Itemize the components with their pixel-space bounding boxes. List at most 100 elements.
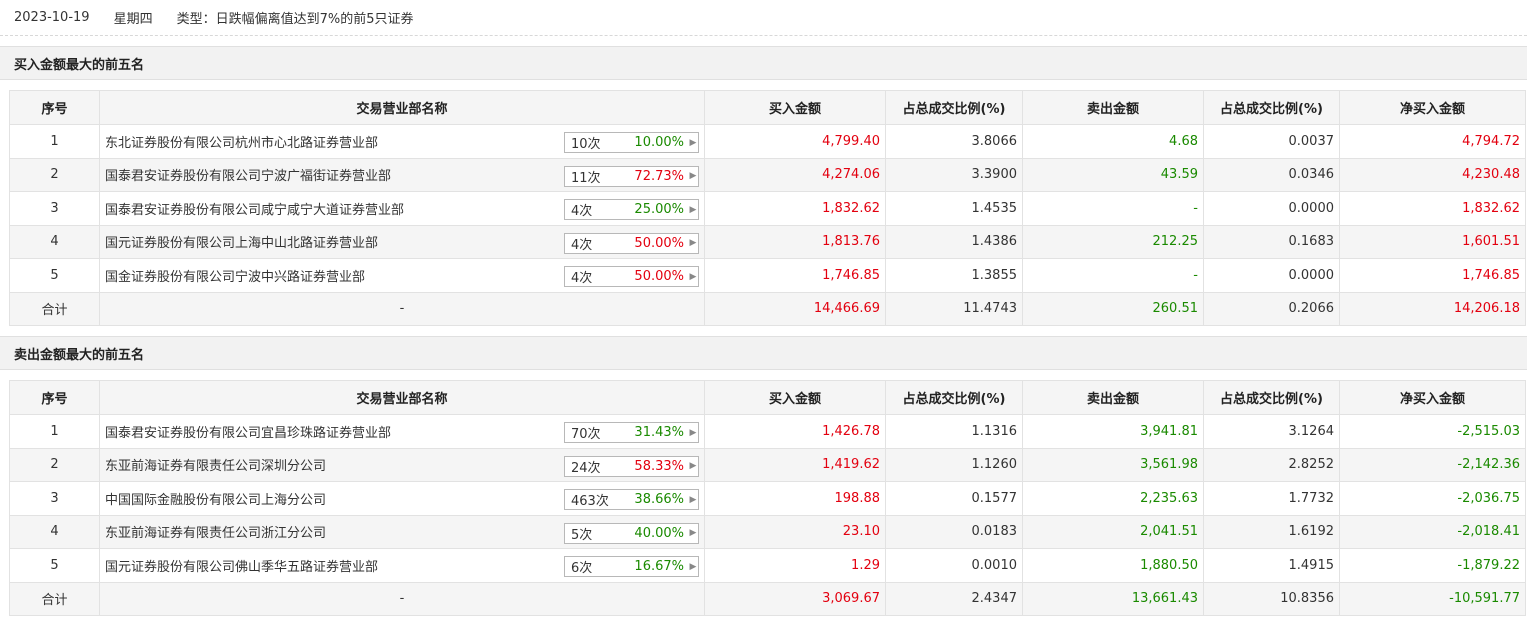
broker-name[interactable]: 国泰君安证券股份有限公司宁波广福街证券营业部 bbox=[105, 169, 392, 185]
header-bar: 2023-10-19 星期四 类型：日跌幅偏离值达到7%的前5只证券 bbox=[0, 0, 1527, 36]
buy-amount: 1.29 bbox=[704, 548, 886, 583]
win-rate: 25.00% bbox=[634, 202, 684, 217]
buy-ratio: 1.1260 bbox=[885, 447, 1023, 482]
total-buy: 14,466.69 bbox=[704, 291, 886, 326]
broker-stats-tag[interactable]: 6次 16.67% ▶ bbox=[564, 556, 699, 577]
buy-amount: 1,419.62 bbox=[704, 447, 886, 482]
broker-name[interactable]: 东北证券股份有限公司杭州市心北路证券营业部 bbox=[105, 135, 379, 151]
total-sell-ratio: 0.2066 bbox=[1203, 291, 1340, 326]
buy-ratio: 1.3855 bbox=[885, 258, 1023, 293]
net-buy-amount: -2,036.75 bbox=[1339, 481, 1526, 516]
broker-name[interactable]: 东亚前海证券有限责任公司深圳分公司 bbox=[105, 459, 327, 475]
column-header: 净买入金额 bbox=[1339, 90, 1526, 125]
sell-ratio: 1.6192 bbox=[1203, 514, 1340, 549]
column-header: 交易营业部名称 bbox=[99, 380, 705, 415]
table-row: 2 国泰君安证券股份有限公司宁波广福街证券营业部 11次 72.73% ▶ 4,274.0… bbox=[9, 157, 1526, 192]
broker-name-cell: 国泰君安证券股份有限公司咸宁咸宁大道证券营业部 4次 25.00% ▶ bbox=[99, 191, 705, 226]
broker-name[interactable]: 国金证券股份有限公司宁波中兴路证券营业部 bbox=[105, 269, 366, 285]
table-row: 1 东北证券股份有限公司杭州市心北路证券营业部 10次 10.00% ▶ 4,799.40… bbox=[9, 124, 1526, 159]
trade-count: 4次 bbox=[571, 271, 593, 286]
broker-name[interactable]: 中国国际金融股份有限公司上海分公司 bbox=[105, 492, 327, 508]
buy-table-wrap: 序号 交易营业部名称 买入金额 占总成交比例(%) 卖出金额 占总成交比例(%) 净买入金额… bbox=[0, 80, 1527, 326]
caret-right-icon: ▶ bbox=[689, 171, 697, 181]
broker-stats-tag[interactable]: 24次 58.33% ▶ bbox=[564, 455, 699, 477]
sell-ratio: 0.0000 bbox=[1203, 258, 1340, 293]
sell-ratio: 0.0346 bbox=[1203, 157, 1340, 192]
row-index: 1 bbox=[9, 124, 100, 159]
trade-count: 11次 bbox=[571, 170, 601, 186]
broker-stats-tag[interactable]: 4次 25.00% ▶ bbox=[564, 199, 699, 220]
broker-name[interactable]: 东亚前海证券有限责任公司浙江分公司 bbox=[105, 526, 327, 542]
column-header: 卖出金额 bbox=[1022, 380, 1204, 415]
type-label: 类型：日跌幅偏离值达到7%的前5只证券 bbox=[176, 12, 414, 27]
table-row: 2 东亚前海证券有限责任公司深圳分公司 24次 58.33% ▶ 1,419.62 1.12… bbox=[9, 447, 1526, 482]
row-index: 4 bbox=[9, 224, 100, 259]
total-name: - bbox=[99, 581, 705, 616]
sell-ratio: 3.1264 bbox=[1203, 414, 1340, 449]
total-label: 合计 bbox=[9, 581, 100, 616]
caret-right-icon: ▶ bbox=[689, 271, 697, 282]
column-header: 占总成交比例(%) bbox=[885, 90, 1023, 125]
caret-right-icon: ▶ bbox=[689, 561, 697, 572]
sell-amount: 1,880.50 bbox=[1022, 548, 1204, 583]
buy-ratio: 0.0010 bbox=[885, 548, 1023, 583]
sell-amount: 3,941.81 bbox=[1022, 414, 1204, 449]
win-rate: 40.00% bbox=[634, 525, 684, 541]
broker-name-cell: 中国国际金融股份有限公司上海分公司 463次 38.66% ▶ bbox=[99, 481, 705, 516]
buy-amount: 1,426.78 bbox=[704, 414, 886, 449]
table-row: 5 国元证券股份有限公司佛山季华五路证券营业部 6次 16.67% ▶ 1.29 0.001… bbox=[9, 548, 1526, 583]
broker-stats-tag[interactable]: 4次 50.00% ▶ bbox=[564, 232, 699, 254]
buy-amount: 4,799.40 bbox=[704, 124, 886, 159]
sell-ratio: 0.0037 bbox=[1203, 124, 1340, 159]
buy-ratio: 1.4386 bbox=[885, 224, 1023, 259]
net-buy-amount: 1,832.62 bbox=[1339, 191, 1526, 226]
buy-ratio: 1.1316 bbox=[885, 414, 1023, 449]
buy-amount: 198.88 bbox=[704, 481, 886, 516]
caret-right-icon: ▶ bbox=[689, 204, 697, 215]
broker-name[interactable]: 国泰君安证券股份有限公司咸宁咸宁大道证券营业部 bbox=[105, 202, 405, 218]
caret-right-icon: ▶ bbox=[689, 461, 697, 471]
row-index: 1 bbox=[9, 414, 100, 449]
win-rate: 16.67% bbox=[634, 559, 684, 574]
total-buy: 3,069.67 bbox=[704, 581, 886, 616]
broker-stats-tag[interactable]: 463次 38.66% ▶ bbox=[564, 489, 699, 510]
broker-name-cell: 东北证券股份有限公司杭州市心北路证券营业部 10次 10.00% ▶ bbox=[99, 124, 705, 159]
broker-name-cell: 国泰君安证券股份有限公司宁波广福街证券营业部 11次 72.73% ▶ bbox=[99, 157, 705, 192]
table-row: 3 国泰君安证券股份有限公司咸宁咸宁大道证券营业部 4次 25.00% ▶ 1,832.6… bbox=[9, 191, 1526, 226]
broker-name[interactable]: 国元证券股份有限公司上海中山北路证券营业部 bbox=[105, 236, 379, 252]
column-header: 买入金额 bbox=[704, 90, 886, 125]
trade-count: 10次 bbox=[571, 137, 601, 152]
column-header: 占总成交比例(%) bbox=[1203, 380, 1340, 415]
broker-stats-tag[interactable]: 10次 10.00% ▶ bbox=[564, 132, 699, 153]
caret-right-icon: ▶ bbox=[689, 137, 697, 148]
sell-table-wrap: 序号 交易营业部名称 买入金额 占总成交比例(%) 卖出金额 占总成交比例(%) 净买入金额… bbox=[0, 370, 1527, 616]
table-row: 3 中国国际金融股份有限公司上海分公司 463次 38.66% ▶ 198.88 0.157… bbox=[9, 481, 1526, 516]
broker-name[interactable]: 国元证券股份有限公司佛山季华五路证券营业部 bbox=[105, 559, 379, 575]
total-row: 合计 -3,069.67 2.4347 13,661.43 10.8356 -10,591… bbox=[9, 581, 1526, 616]
column-header: 净买入金额 bbox=[1339, 380, 1526, 415]
sell-ratio: 0.1683 bbox=[1203, 224, 1340, 259]
weekday-label: 星期四 bbox=[113, 12, 153, 27]
broker-stats-tag[interactable]: 5次 40.00% ▶ bbox=[564, 522, 699, 544]
broker-stats-tag[interactable]: 11次 72.73% ▶ bbox=[564, 165, 699, 187]
broker-name-cell: 国元证券股份有限公司上海中山北路证券营业部 4次 50.00% ▶ bbox=[99, 224, 705, 259]
buy-ratio: 1.4535 bbox=[885, 191, 1023, 226]
broker-name-cell: 东亚前海证券有限责任公司浙江分公司 5次 40.00% ▶ bbox=[99, 514, 705, 549]
broker-stats-tag[interactable]: 4次 50.00% ▶ bbox=[564, 266, 699, 287]
buy-amount: 1,746.85 bbox=[704, 258, 886, 293]
buy-ratio: 0.1577 bbox=[885, 481, 1023, 516]
row-index: 5 bbox=[9, 548, 100, 583]
broker-name-cell: 国泰君安证券股份有限公司宜昌珍珠路证券营业部 70次 31.43% ▶ bbox=[99, 414, 705, 449]
broker-stats-tag[interactable]: 70次 31.43% ▶ bbox=[564, 422, 699, 443]
net-buy-amount: -2,515.03 bbox=[1339, 414, 1526, 449]
row-index: 3 bbox=[9, 191, 100, 226]
broker-name[interactable]: 国泰君安证券股份有限公司宜昌珍珠路证券营业部 bbox=[105, 425, 392, 441]
total-net: -10,591.77 bbox=[1339, 581, 1526, 616]
sell-amount: 3,561.98 bbox=[1022, 447, 1204, 482]
sell-amount: 2,235.63 bbox=[1022, 481, 1204, 516]
sell-table: 序号 交易营业部名称 买入金额 占总成交比例(%) 卖出金额 占总成交比例(%) 净买入金额… bbox=[9, 380, 1526, 616]
total-sell-ratio: 10.8356 bbox=[1203, 581, 1340, 616]
sell-amount: 4.68 bbox=[1022, 124, 1204, 159]
sell-ratio: 1.7732 bbox=[1203, 481, 1340, 516]
date-label: 2023-10-19 bbox=[14, 10, 90, 25]
